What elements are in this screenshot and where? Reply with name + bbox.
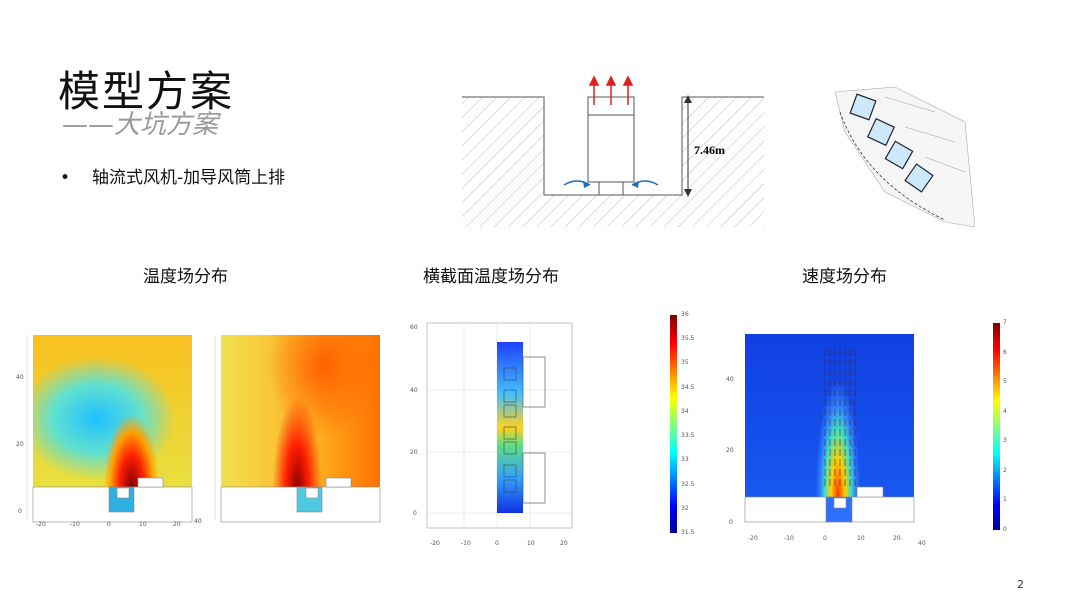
colorbar-tick: 5 [1003, 378, 1007, 386]
x-tick: 10 [857, 535, 865, 542]
heading-cross-section: 横截面温度场分布 [423, 267, 559, 287]
x-tick: 20 [560, 540, 568, 547]
x-tick: 0 [107, 521, 111, 528]
colorbar-tick: 36 [681, 311, 689, 318]
y-tick: 20 [410, 449, 418, 456]
pit-diagram: 7.46m [462, 75, 764, 227]
colorbar-tick: 4 [1003, 407, 1007, 415]
x-tick: 10 [139, 521, 147, 528]
x-tick: 0 [823, 535, 827, 542]
x-tick: -20 [748, 535, 758, 542]
y-tick: 0 [729, 519, 733, 526]
colorbar-tick: 35 [681, 359, 689, 367]
velocity-vectors [824, 349, 856, 486]
y-tick: 20 [726, 447, 734, 454]
page-title: 模型方案 [58, 67, 235, 116]
velocity-plot [745, 334, 914, 497]
y-tick: 40 [726, 376, 734, 383]
colorbar-tick: 1 [1003, 496, 1007, 504]
x-tick: 20 [893, 535, 901, 542]
x-tick: 0 [495, 540, 499, 547]
x-tick: 10 [527, 540, 535, 547]
temperature-plot-2 [221, 335, 380, 487]
velocity-colorbar [993, 323, 1000, 530]
y-tick: 60 [410, 324, 418, 331]
cross-section-plot [426, 322, 573, 529]
colorbar-tick: 34 [681, 407, 689, 415]
temperature-plot-1 [33, 335, 192, 487]
velocity-axes [744, 486, 915, 523]
colorbar-tick: 3 [1003, 437, 1007, 445]
y-tick: 20 [16, 441, 24, 448]
x-tick: -10 [784, 535, 794, 542]
x-tick: 40 [918, 540, 926, 547]
colorbar-tick: 32.5 [681, 480, 695, 488]
height-label: 7.46m [694, 143, 725, 157]
colorbar-tick: 0 [1003, 526, 1007, 533]
colorbar-tick: 35.5 [681, 335, 695, 343]
colorbar-tick: 32 [681, 504, 689, 512]
y-tick: 40 [410, 387, 418, 394]
x-tick: -10 [70, 521, 80, 528]
heading-temperature: 温度场分布 [143, 267, 228, 287]
colorbar-tick: 33 [681, 456, 689, 464]
x-tick: 40 [194, 518, 202, 525]
page-number: 2 [1017, 578, 1024, 591]
colorbar-tick: 33.5 [681, 432, 695, 440]
x-tick: -10 [461, 540, 471, 547]
x-tick: -20 [36, 521, 46, 528]
colorbar-tick: 6 [1003, 348, 1007, 356]
colorbar-tick: 34.5 [681, 383, 695, 391]
bullet-item: • 轴流式风机-加导风筒上排 [60, 168, 286, 188]
x-tick: -20 [430, 540, 440, 547]
colorbar-tick: 2 [1003, 466, 1007, 474]
colorbar-tick: 7 [1003, 319, 1007, 326]
temperature-colorbar [670, 315, 677, 533]
colorbar-tick: 31.5 [681, 529, 695, 536]
y-tick: 0 [413, 510, 417, 517]
bullet-text: 轴流式风机-加导风筒上排 [92, 168, 286, 188]
page-subtitle: ——大坑方案 [62, 110, 219, 140]
heading-velocity: 速度场分布 [802, 267, 887, 287]
y-tick: 40 [16, 374, 24, 381]
y-tick: 0 [18, 508, 22, 515]
exhaust-arrows [588, 75, 634, 105]
site-plan [834, 86, 975, 227]
x-tick: 20 [173, 521, 181, 528]
temperature-axes [26, 335, 381, 523]
